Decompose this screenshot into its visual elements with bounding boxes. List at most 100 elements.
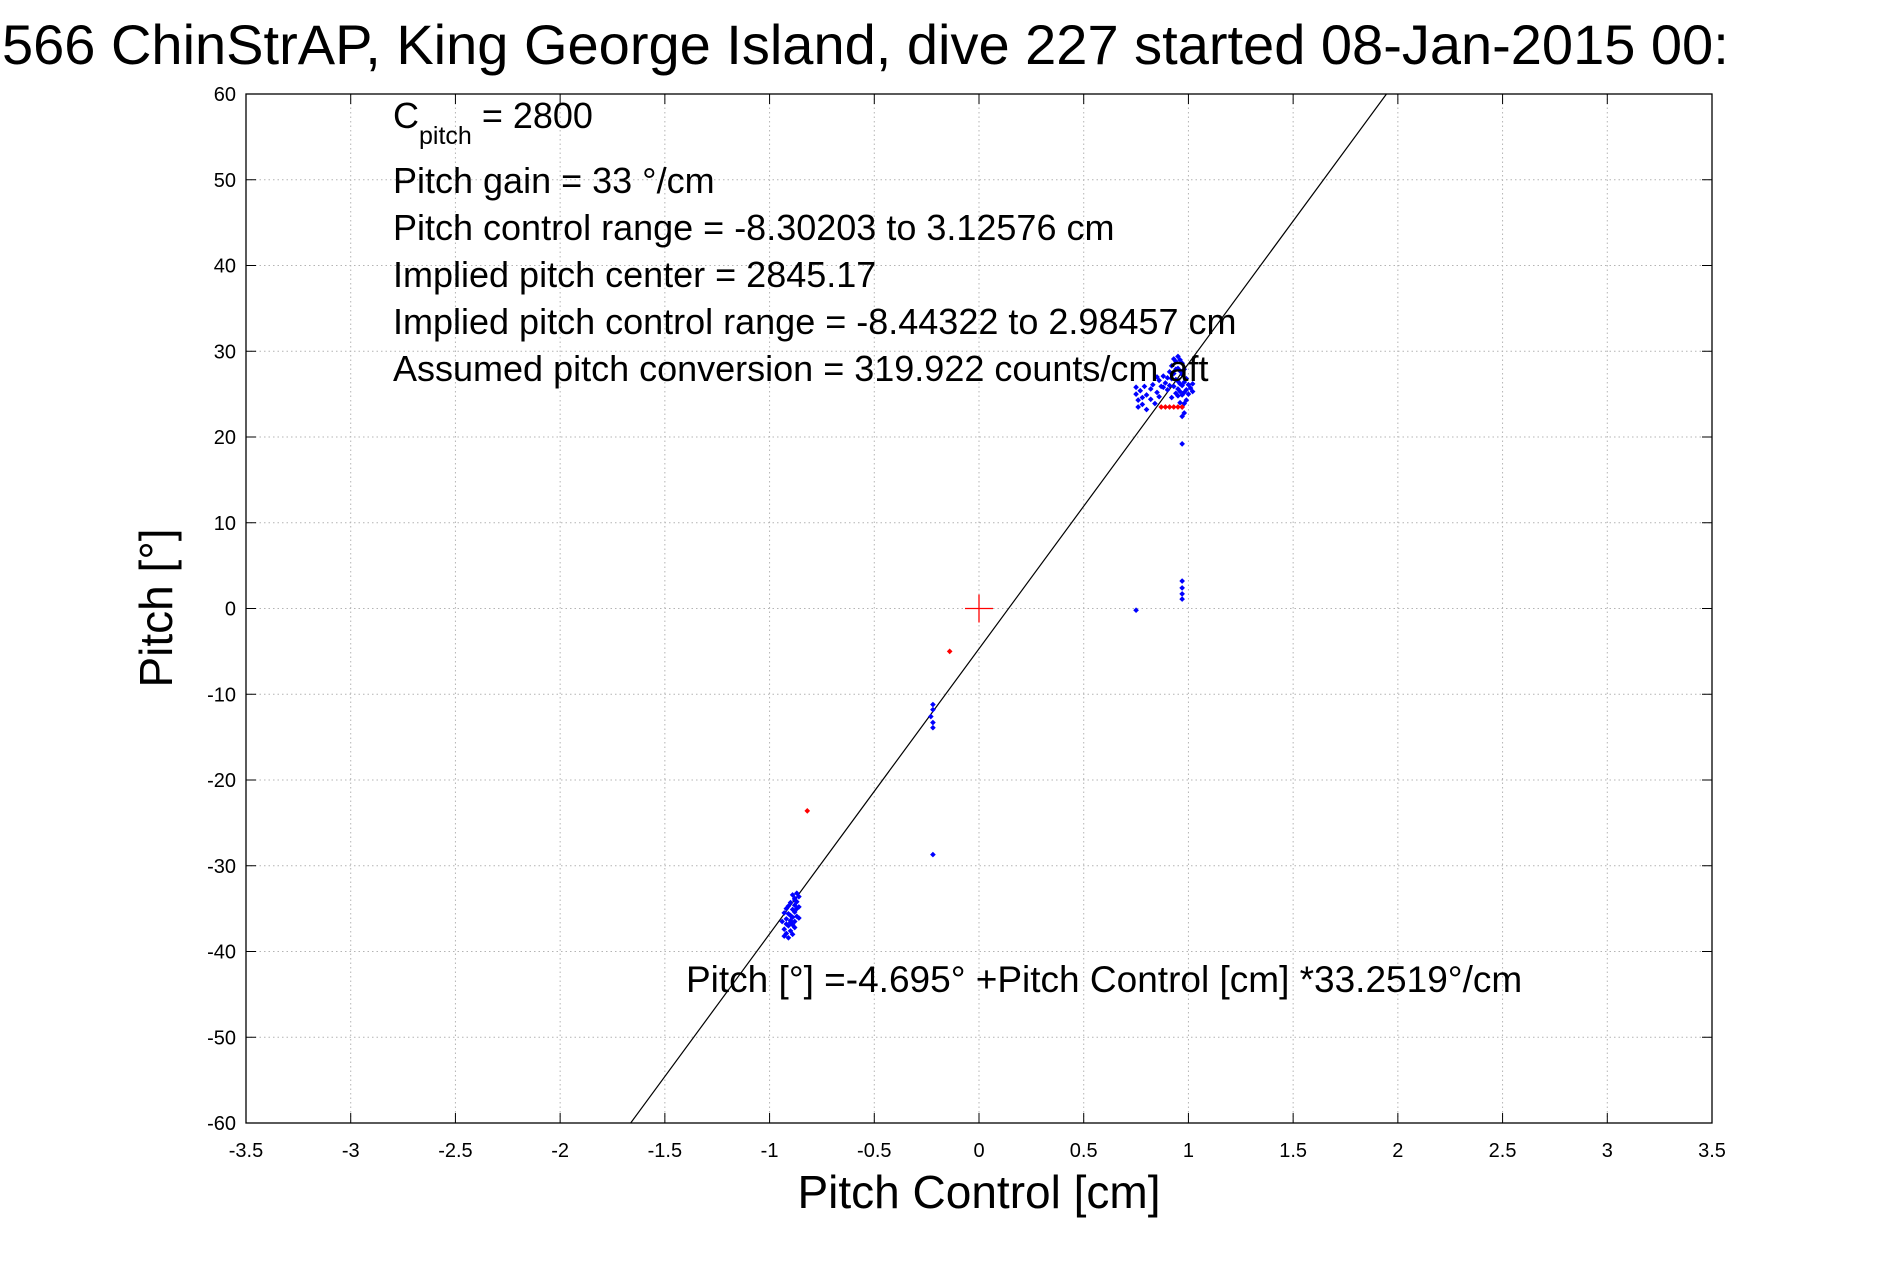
data-point-blue — [1179, 371, 1185, 378]
data-point-blue — [1179, 585, 1185, 591]
data-point-blue — [787, 899, 794, 906]
x-tick-label: -2.5 — [438, 1140, 472, 1162]
data-point-blue — [1139, 401, 1146, 408]
data-point-red — [804, 808, 811, 814]
data-point-red — [1166, 404, 1173, 410]
data-point-blue — [1164, 375, 1171, 381]
y-tick-label: -10 — [207, 684, 236, 706]
data-point-blue — [789, 914, 796, 921]
y-tick-label: 0 — [225, 599, 236, 621]
data-point-blue — [1133, 384, 1139, 391]
data-point-blue — [1179, 441, 1185, 447]
data-point-blue — [781, 910, 788, 916]
data-point-blue — [928, 713, 934, 720]
annotation-c-pitch: Cpitch = 2800 — [393, 95, 593, 150]
data-point-blue — [787, 919, 794, 926]
data-point-blue — [1160, 373, 1167, 379]
data-point-blue — [1166, 369, 1173, 375]
data-point-blue — [1156, 393, 1162, 400]
data-point-blue — [1173, 358, 1179, 365]
fit-line-group — [630, 93, 1387, 1124]
data-point-blue — [781, 926, 788, 933]
x-tick-label: 3 — [1602, 1140, 1613, 1162]
data-point-blue — [1183, 387, 1190, 393]
fit-equation-label: Pitch [°] =-4.695° +Pitch Control [cm] *… — [686, 959, 1522, 1000]
y-tick-label: -50 — [207, 1027, 236, 1049]
data-point-blue — [1170, 370, 1177, 377]
y-tick-label: 60 — [214, 84, 236, 106]
data-point-blue — [1158, 383, 1165, 390]
x-tick-label: -3.5 — [229, 1140, 263, 1162]
data-point-blue — [1154, 374, 1160, 380]
data-point-blue — [1175, 393, 1181, 399]
data-point-blue — [1168, 375, 1175, 382]
data-point-blue — [1179, 591, 1185, 597]
annotation-implied-pitch-center: Implied pitch center = 2845.17 — [393, 254, 876, 295]
data-point-blue — [1183, 375, 1190, 382]
data-point-red — [1158, 404, 1165, 410]
x-tick-label: 3.5 — [1698, 1140, 1726, 1162]
center-marker-group — [965, 594, 993, 623]
data-point-blue — [783, 905, 790, 912]
fit-line — [630, 93, 1387, 1124]
data-point-blue — [1162, 380, 1169, 386]
x-tick-label: -1.5 — [648, 1140, 682, 1162]
data-point-blue — [1179, 596, 1185, 602]
data-point-blue — [1181, 366, 1188, 373]
data-point-blue — [1143, 392, 1150, 398]
data-point-blue — [1166, 382, 1173, 389]
data-point-blue — [789, 892, 796, 898]
annotation-c-pitch-value: = 2800 — [472, 95, 593, 136]
data-point-blue — [1189, 388, 1196, 395]
grid-lines — [246, 94, 1712, 1123]
data-point-blue — [1135, 397, 1141, 403]
y-tick-label: -40 — [207, 942, 236, 964]
data-point-blue — [1189, 381, 1196, 387]
y-tick-label: -60 — [207, 1113, 236, 1135]
annotation-c-pitch-subscript: pitch — [419, 122, 472, 150]
data-point-blue — [789, 931, 796, 938]
data-point-blue — [1152, 400, 1158, 407]
y-tick-label: 10 — [214, 513, 236, 535]
data-point-blue — [1164, 387, 1171, 393]
data-point-blue — [783, 916, 790, 922]
data-point-blue — [1179, 578, 1185, 584]
data-point-blue — [930, 706, 936, 713]
annotation-assumed-pitch-conversion: Assumed pitch conversion = 319.922 count… — [393, 348, 1208, 389]
data-point-blue — [1133, 607, 1139, 614]
data-point-blue — [1181, 410, 1188, 416]
x-tick-label: 2.5 — [1489, 1140, 1517, 1162]
data-point-blue — [791, 924, 798, 931]
data-point-blue — [1183, 397, 1190, 403]
x-tick-label: -3 — [342, 1140, 360, 1162]
x-tick-label: 1 — [1183, 1140, 1194, 1162]
data-point-red — [1175, 404, 1181, 410]
x-tick-label: -0.5 — [857, 1140, 891, 1162]
data-point-red — [1170, 404, 1177, 410]
x-tick-label: 2 — [1392, 1140, 1403, 1162]
data-point-blue — [1141, 383, 1148, 390]
data-point-blue — [783, 930, 790, 937]
data-point-blue — [930, 701, 936, 708]
chart-title: 566 ChinStrAP, King George Island, dive … — [2, 13, 1729, 76]
x-tick-label: 1.5 — [1279, 1140, 1307, 1162]
data-point-blue — [930, 851, 936, 858]
data-point-blue — [1168, 394, 1175, 401]
data-point-blue — [1147, 396, 1154, 403]
y-tick-label: 40 — [214, 256, 236, 278]
data-point-blue — [785, 934, 792, 941]
data-point-blue — [796, 915, 802, 921]
data-point-blue — [1149, 381, 1156, 388]
data-point-blue — [1137, 387, 1144, 394]
data-point-red — [946, 648, 953, 655]
y-tick-label: 30 — [214, 341, 236, 363]
data-point-blue — [791, 918, 798, 925]
annotation-implied-pitch-control-range: Implied pitch control range = -8.44322 t… — [393, 301, 1237, 342]
y-axis-ticks: -60 -50 -40 -30 -20 -10 0 10 20 30 40 50 60 — [207, 84, 1712, 1135]
x-tick-label: 0.5 — [1070, 1140, 1098, 1162]
y-tick-label: -30 — [207, 856, 236, 878]
y-tick-label: -20 — [207, 770, 236, 792]
data-point-red — [1179, 404, 1185, 410]
x-tick-label: 0 — [973, 1140, 984, 1162]
